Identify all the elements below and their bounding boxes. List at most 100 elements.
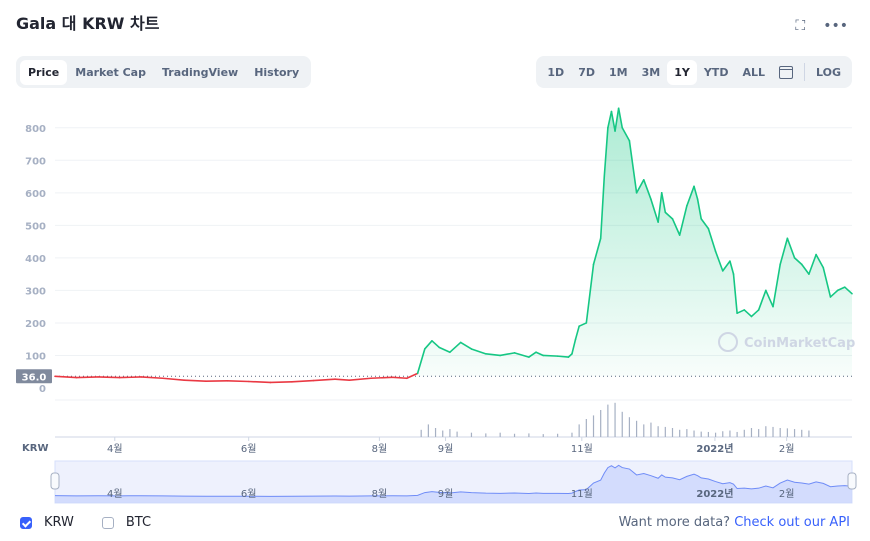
- x-tick-label: 8월: [372, 443, 388, 455]
- legend: KRW BTC: [20, 515, 151, 530]
- tab-tradingview[interactable]: TradingView: [161, 65, 239, 79]
- navigator-tick-label: 11월: [571, 488, 593, 500]
- price-line-segment: [642, 179, 652, 201]
- price-line-segment: [528, 351, 537, 358]
- price-line-segment: [485, 353, 501, 357]
- volume-bar: [779, 428, 781, 437]
- x-tick-label: 2022년: [696, 442, 733, 455]
- volume-bar: [585, 419, 587, 437]
- cmc-logo-icon: [718, 332, 738, 352]
- price-line-segment: [686, 185, 695, 207]
- navigator-handle[interactable]: [50, 472, 60, 490]
- watermark-text: CoinMarketCap: [744, 336, 855, 351]
- price-line-segment: [610, 110, 616, 132]
- x-tick-label: 11월: [571, 443, 593, 455]
- price-line-segment: [54, 375, 78, 379]
- range-1d[interactable]: 1D: [547, 65, 565, 79]
- price-line-segment: [334, 378, 351, 381]
- volume-bar: [449, 429, 451, 437]
- price-line-segment: [574, 325, 580, 341]
- tab-price[interactable]: Price: [20, 59, 68, 85]
- price-line-segment: [603, 126, 609, 178]
- volume-bar: [729, 430, 731, 437]
- log-toggle[interactable]: LOG: [816, 65, 841, 79]
- btc-checkbox[interactable]: [101, 516, 114, 529]
- price-line-segment: [423, 340, 433, 350]
- price-line-segment: [291, 379, 315, 383]
- range-all[interactable]: ALL: [742, 65, 765, 79]
- price-line-segment: [499, 352, 516, 357]
- navigator-tick-label: 4월: [107, 488, 123, 500]
- calendar-icon[interactable]: [779, 65, 793, 79]
- range-1m[interactable]: 1M: [609, 65, 628, 79]
- y-tick-label: 600: [25, 189, 46, 200]
- volume-bar: [707, 431, 709, 437]
- price-line-segment: [269, 381, 293, 384]
- volume-bar: [793, 429, 796, 437]
- x-tick-label: 4월: [107, 443, 123, 455]
- more-icon[interactable]: •••: [823, 18, 848, 34]
- range-3m[interactable]: 3M: [641, 65, 661, 79]
- price-line-segment: [449, 341, 462, 354]
- volume-bar: [772, 426, 774, 437]
- price-line-segment: [628, 139, 638, 194]
- price-line-segment: [312, 378, 336, 382]
- tab-market-cap[interactable]: Market Cap: [75, 65, 146, 79]
- volume-bar: [470, 432, 473, 437]
- volume-bar: [758, 429, 760, 437]
- price-line-segment: [578, 322, 588, 327]
- price-line-segment: [635, 179, 645, 194]
- price-line-segment: [693, 185, 699, 201]
- price-line-segment: [556, 355, 570, 358]
- volume-bar: [442, 430, 444, 437]
- api-link[interactable]: Check out our API: [734, 515, 850, 530]
- price-line-segment: [671, 218, 681, 236]
- expand-icon[interactable]: ⛶: [795, 18, 806, 34]
- baseline-value: 36.0: [22, 372, 47, 383]
- range-ytd[interactable]: YTD: [703, 65, 729, 79]
- price-line-segment: [786, 237, 796, 259]
- price-line-segment: [800, 263, 810, 275]
- volume-bar: [607, 404, 609, 437]
- range-7d[interactable]: 7D: [578, 65, 595, 79]
- price-line-segment: [664, 211, 674, 220]
- price-line-segment: [700, 218, 710, 230]
- navigator-tick-label: 2월: [779, 488, 795, 500]
- price-line-segment: [678, 205, 688, 236]
- y-tick-label: 100: [25, 351, 46, 362]
- y-tick-label: 400: [25, 254, 46, 265]
- volume-bar: [765, 426, 767, 437]
- price-line-segment: [657, 192, 663, 223]
- volume-bar: [456, 431, 458, 437]
- volume-bar: [750, 428, 753, 437]
- price-line-segment: [836, 286, 846, 292]
- volume-bar: [693, 430, 695, 437]
- tab-history[interactable]: History: [254, 65, 300, 79]
- krw-checkbox[interactable]: [20, 516, 32, 529]
- price-line-segment: [183, 379, 207, 382]
- baseline-label-bg: [16, 369, 52, 384]
- price-line-segment: [707, 227, 717, 253]
- price-line-segment: [721, 260, 731, 272]
- x-tick-label: 6월: [241, 443, 257, 455]
- api-promo: Want more data? Check out our API: [619, 515, 850, 530]
- volume-bar: [628, 417, 631, 437]
- range-1y[interactable]: 1Y: [667, 59, 697, 85]
- y-tick-label: 200: [25, 319, 46, 330]
- price-line-segment: [248, 380, 272, 384]
- price-line-segment: [822, 266, 832, 298]
- volume-bar: [571, 432, 573, 437]
- volume-bar: [808, 430, 810, 437]
- navigator-handle[interactable]: [847, 472, 857, 490]
- y-tick-label: 700: [25, 156, 46, 167]
- volume-bar: [722, 431, 724, 437]
- x-tick-label: 2월: [779, 443, 795, 455]
- price-line-segment: [118, 376, 142, 379]
- chart-type-tabs: Price Market Cap TradingView History: [16, 56, 312, 88]
- price-line-segment: [617, 107, 624, 129]
- price-line-segment: [391, 376, 408, 380]
- legend-btc-label: BTC: [125, 515, 152, 530]
- price-line-segment: [438, 346, 451, 354]
- navigator-line: [54, 464, 853, 497]
